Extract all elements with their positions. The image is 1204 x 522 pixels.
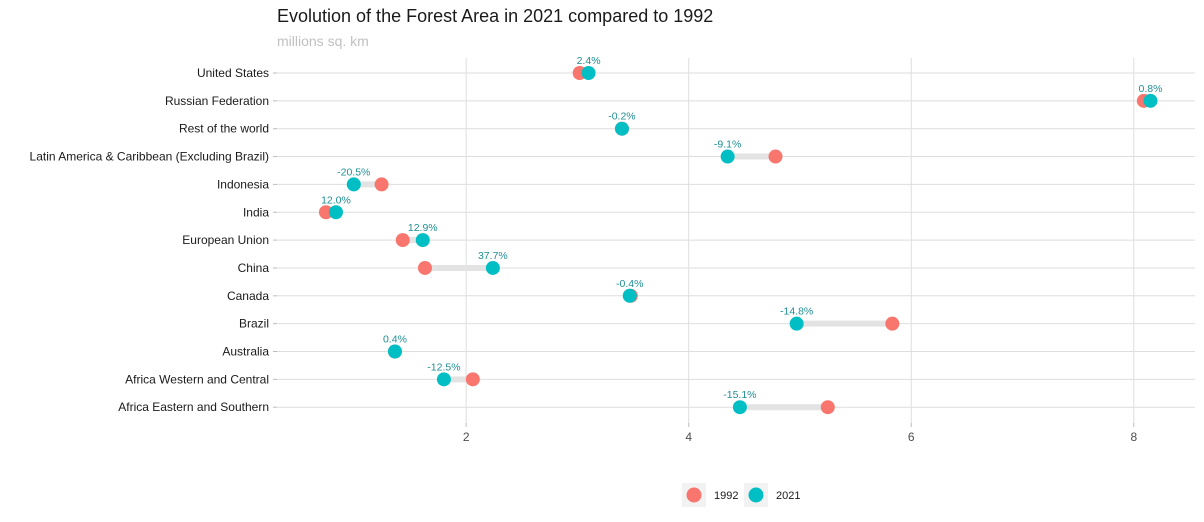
point-2021: [485, 260, 500, 275]
x-tick-label: 2: [463, 430, 470, 444]
change-label: -14.8%: [780, 306, 813, 318]
change-label: -12.5%: [427, 361, 460, 373]
y-tick-label: China: [238, 261, 270, 275]
point-1992: [395, 233, 410, 248]
point-2021: [415, 233, 430, 248]
point-2021: [732, 400, 747, 415]
y-tick-label: India: [243, 205, 269, 219]
legend-marker-2021: [748, 487, 764, 503]
chart-subtitle: millions sq. km: [277, 33, 369, 49]
y-tick-label: Brazil: [239, 317, 269, 331]
change-label: -15.1%: [723, 389, 756, 401]
point-2021: [328, 205, 343, 220]
point-2021: [436, 372, 451, 387]
change-label: 12.9%: [408, 222, 438, 234]
change-label: 0.8%: [1139, 83, 1163, 95]
point-2021: [581, 66, 596, 80]
point-2021: [789, 316, 804, 331]
y-tick-label: Canada: [227, 289, 269, 303]
y-tick-label: Australia: [222, 345, 269, 359]
chart-title: Evolution of the Forest Area in 2021 com…: [277, 6, 714, 26]
point-1992: [768, 149, 783, 164]
y-tick-label: Africa Eastern and Southern: [118, 400, 269, 414]
y-tick-label: Latin America & Caribbean (Excluding Bra…: [30, 150, 269, 164]
point-2021: [1143, 93, 1158, 108]
point-1992: [885, 316, 900, 331]
point-2021: [614, 121, 629, 136]
point-1992: [374, 177, 389, 192]
point-2021: [387, 344, 402, 359]
x-tick-label: 8: [1130, 430, 1137, 444]
y-tick-label: Africa Western and Central: [125, 372, 269, 386]
change-label: 2.4%: [577, 55, 601, 67]
point-1992: [465, 372, 480, 387]
change-label: -0.2%: [608, 111, 635, 123]
y-tick-label: European Union: [182, 233, 269, 247]
point-2021: [346, 177, 361, 192]
change-label: 0.4%: [383, 334, 407, 346]
change-label: -9.1%: [714, 139, 741, 151]
change-label: 12.0%: [321, 194, 351, 206]
point-1992: [417, 260, 432, 275]
y-tick-label: United States: [197, 66, 269, 80]
change-label: -0.4%: [616, 278, 643, 290]
y-tick-label: Russian Federation: [165, 94, 269, 108]
point-2021: [720, 149, 735, 164]
x-tick-label: 6: [908, 430, 915, 444]
change-label: -20.5%: [337, 166, 370, 178]
legend-label-2021: 2021: [776, 490, 800, 502]
point-1992: [820, 400, 835, 415]
y-tick-label: Rest of the world: [179, 122, 269, 136]
point-1992: [318, 205, 333, 220]
y-tick-label: Indonesia: [217, 177, 269, 191]
x-tick-label: 4: [685, 430, 692, 444]
change-label: 37.7%: [478, 250, 508, 262]
point-2021: [622, 288, 637, 303]
legend-marker-1992: [686, 487, 702, 503]
legend-label-1992: 1992: [714, 490, 738, 502]
